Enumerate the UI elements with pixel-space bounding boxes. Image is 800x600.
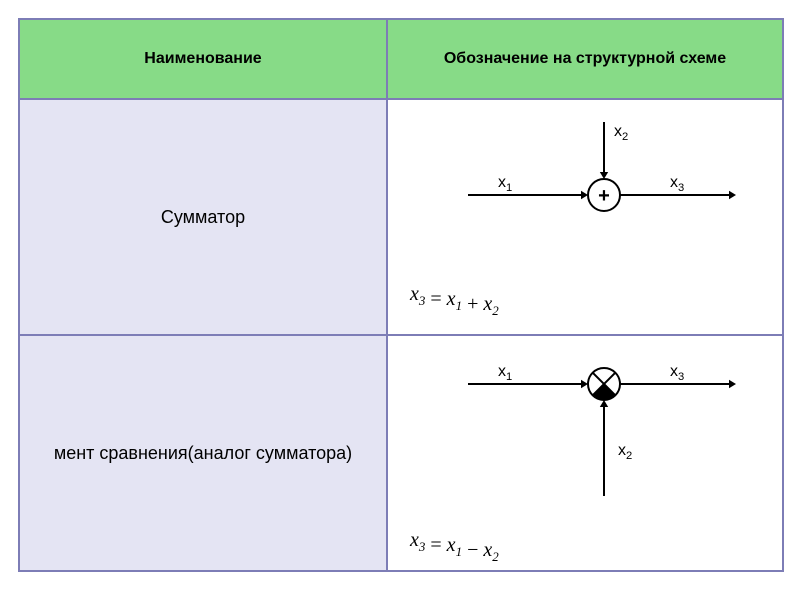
svg-text:x3 = x1 + x2: x3 = x1 + x2 [409, 283, 499, 318]
table-row: Сумматор + x1 x2 x3 x3 = x1 + x2 [19, 99, 783, 335]
definitions-table: Наименование Обозначение на структурной … [18, 18, 784, 572]
row-name-label: Сумматор [161, 207, 245, 227]
column-header-name: Наименование [19, 19, 387, 99]
svg-text:x1: x1 [498, 363, 512, 383]
svg-text:x3: x3 [670, 363, 684, 383]
table-row: мент сравнения(аналог сумматора) x1x2x3x… [19, 335, 783, 571]
comparator-diagram: x1 x2 x3 x3 = x1 − x2 [388, 336, 784, 570]
row-diagram-cell: x1 x2 x3 x3 = x1 − x2 [387, 335, 783, 571]
svg-text:x2: x2 [618, 442, 632, 462]
row-name-cell: мент сравнения(аналог сумматора) [19, 335, 387, 571]
svg-text:x2: x2 [614, 123, 628, 143]
svg-text:x1: x1 [498, 174, 512, 194]
svg-text:+: + [598, 185, 610, 207]
row-name-label: мент сравнения(аналог сумматора) [54, 443, 352, 463]
column-header-diagram: Обозначение на структурной схеме [387, 19, 783, 99]
summator-diagram: + x1 x2 x3 x3 = x1 + x2 [388, 100, 784, 334]
row-name-cell: Сумматор [19, 99, 387, 335]
row-diagram-cell: + x1 x2 x3 x3 = x1 + x2 [387, 99, 783, 335]
svg-text:x3 = x1 − x2: x3 = x1 − x2 [409, 529, 499, 564]
table-header-row: Наименование Обозначение на структурной … [19, 19, 783, 99]
svg-text:x3: x3 [670, 174, 684, 194]
